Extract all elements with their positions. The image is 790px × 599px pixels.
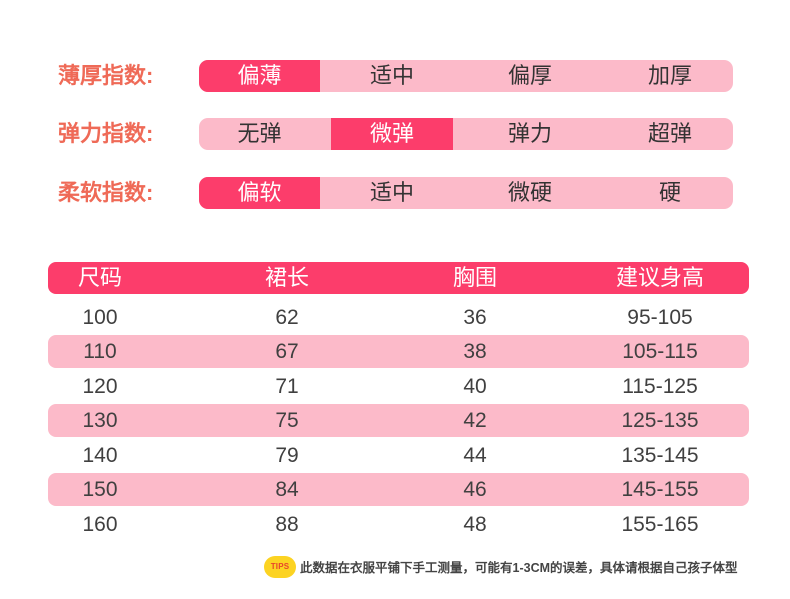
- header-cell-recommended-height: 建议身高: [615, 265, 704, 290]
- elasticity-index-label: 弹力指数:: [58, 121, 154, 146]
- index-option: 适中: [369, 63, 414, 88]
- table-row: 100 62 36 95-105: [48, 301, 749, 334]
- index-option: 硬: [658, 180, 681, 205]
- thickness-index-scale: 偏薄 适中 偏厚 加厚: [199, 60, 733, 92]
- index-option: 适中: [369, 180, 414, 205]
- cell-size: 120: [82, 374, 118, 398]
- cell-dress-length: 75: [275, 409, 299, 433]
- cell-chest: 36: [463, 305, 487, 329]
- index-option: 加厚: [647, 63, 692, 88]
- cell-recommended-height: 105-115: [622, 340, 698, 364]
- cell-size: 110: [83, 340, 117, 364]
- cell-dress-length: 88: [275, 512, 299, 536]
- cell-size: 130: [82, 409, 118, 433]
- cell-recommended-height: 115-125: [622, 374, 698, 398]
- cell-dress-length: 84: [275, 478, 299, 502]
- softness-index-label: 柔软指数:: [58, 180, 154, 205]
- cell-size: 100: [82, 305, 118, 329]
- cell-chest: 46: [463, 478, 487, 502]
- index-option: 弹力: [507, 121, 552, 146]
- cell-size: 140: [82, 443, 118, 467]
- table-row: 140 79 44 135-145: [48, 439, 749, 472]
- size-chart-header: 尺码 裙长 胸围 建议身高: [48, 262, 749, 294]
- index-option: 微弹: [331, 118, 453, 150]
- header-cell-dress-length: 裙长: [264, 265, 309, 290]
- thickness-index-label: 薄厚指数:: [58, 63, 154, 88]
- cell-dress-length: 62: [275, 305, 299, 329]
- softness-index-scale: 偏软 适中 微硬 硬: [199, 177, 733, 209]
- cell-recommended-height: 125-135: [621, 409, 699, 433]
- table-row: 110 67 38 105-115: [48, 335, 749, 369]
- elasticity-index-scale: 无弹 微弹 弹力 超弹: [199, 118, 733, 150]
- cell-recommended-height: 135-145: [621, 443, 699, 467]
- tips-badge: TIPS: [264, 556, 296, 578]
- table-row: 130 75 42 125-135: [48, 404, 749, 438]
- index-option: 偏厚: [507, 63, 552, 88]
- tips-note: 此数据在衣服平铺下手工测量，可能有1-3CM的误差，具体请根据自己孩子体型: [300, 561, 738, 575]
- table-row: 160 88 48 155-165: [48, 508, 749, 541]
- index-option: 无弹: [237, 121, 282, 146]
- cell-chest: 44: [463, 443, 487, 467]
- index-option: 偏软: [199, 177, 320, 209]
- elasticity-index-row: 弹力指数: 无弹 微弹 弹力 超弹: [0, 118, 790, 150]
- cell-chest: 42: [463, 409, 487, 433]
- cell-chest: 48: [463, 512, 487, 536]
- cell-chest: 38: [463, 340, 487, 364]
- index-option: 偏薄: [199, 60, 320, 92]
- cell-dress-length: 67: [275, 340, 299, 364]
- thickness-index-row: 薄厚指数: 偏薄 适中 偏厚 加厚: [0, 60, 790, 92]
- cell-dress-length: 71: [275, 374, 299, 398]
- cell-recommended-height: 145-155: [621, 478, 699, 502]
- cell-size: 150: [82, 478, 118, 502]
- cell-recommended-height: 155-165: [621, 512, 699, 536]
- index-option: 微硬: [507, 180, 552, 205]
- cell-chest: 40: [463, 374, 487, 398]
- index-option: 超弹: [647, 121, 692, 146]
- cell-recommended-height: 95-105: [627, 305, 693, 329]
- header-cell-chest: 胸围: [452, 265, 497, 290]
- softness-index-row: 柔软指数: 偏软 适中 微硬 硬: [0, 177, 790, 209]
- header-cell-size: 尺码: [77, 265, 122, 290]
- cell-dress-length: 79: [275, 443, 299, 467]
- cell-size: 160: [82, 512, 118, 536]
- table-row: 120 71 40 115-125: [48, 370, 749, 403]
- table-row: 150 84 46 145-155: [48, 473, 749, 507]
